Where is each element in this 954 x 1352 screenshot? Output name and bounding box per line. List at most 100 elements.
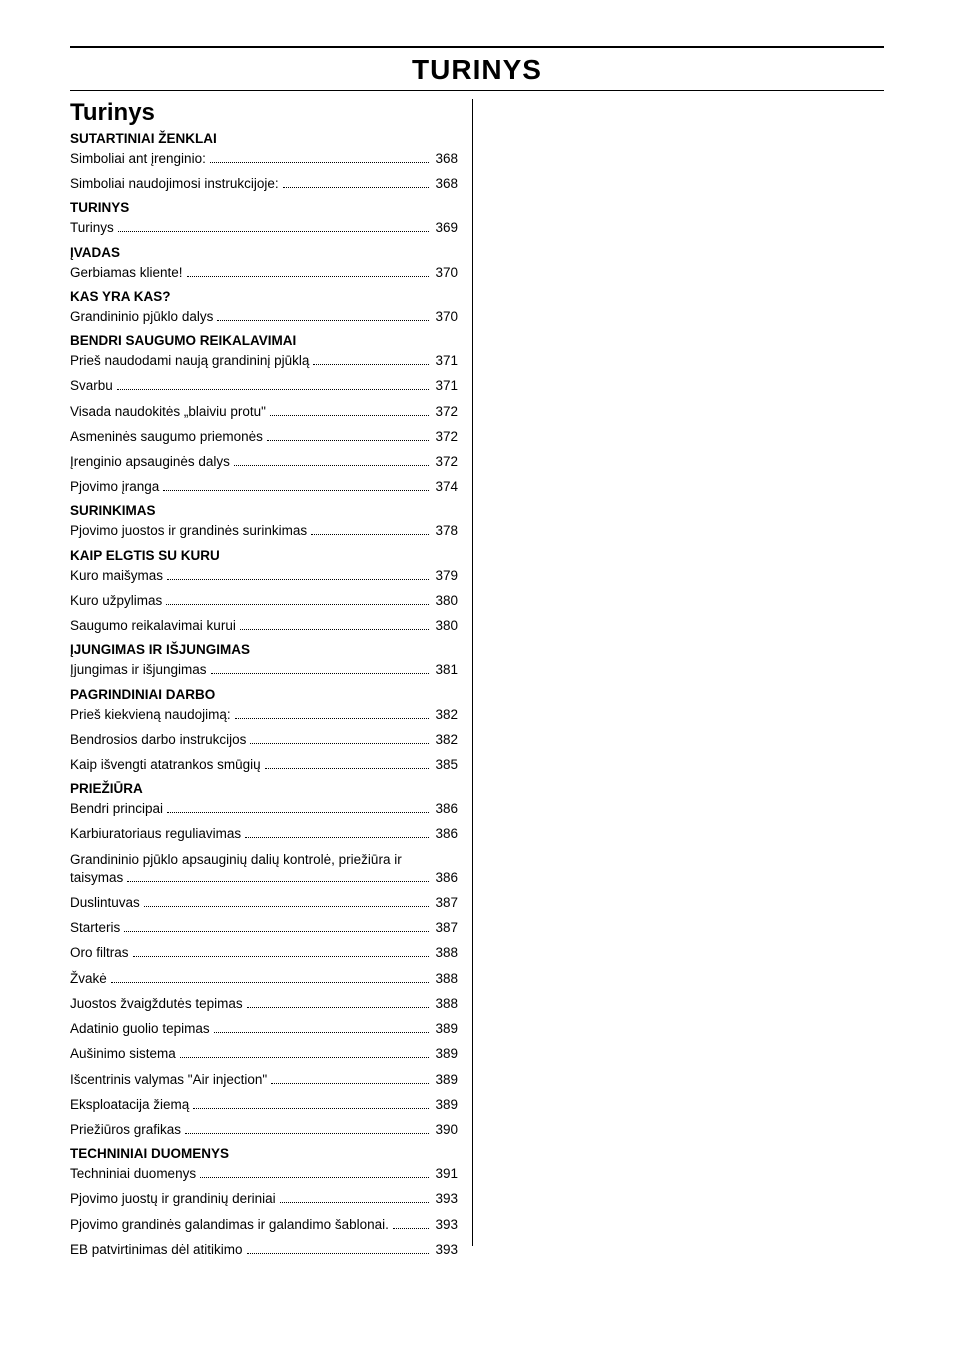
title-underline [70, 90, 884, 91]
toc-label: Pjovimo juostų ir grandinių deriniai [70, 1190, 276, 1208]
main-title: TURINYS [70, 48, 884, 90]
toc-page: 389 [433, 1045, 458, 1063]
toc-row: Pjovimo juostos ir grandinės surinkimas 3… [70, 522, 458, 540]
toc-row: Priežiūros grafikas 390 [70, 1121, 458, 1139]
toc-label: Simboliai ant įrenginio: [70, 150, 206, 168]
toc-row: Gerbiamas kliente!370 [70, 264, 458, 282]
toc-label: Bendrosios darbo instrukcijos [70, 731, 246, 749]
toc-label: Kuro užpylimas [70, 592, 162, 610]
toc-label: Įrenginio apsauginės dalys [70, 453, 230, 471]
toc-label: Oro filtras [70, 944, 129, 962]
toc-container: SUTARTINIAI ŽENKLAI Simboliai ant įrengin… [70, 131, 458, 1259]
toc-row: Pjovimo grandinės galandimas ir galandim… [70, 1216, 458, 1234]
toc-page: 393 [433, 1190, 458, 1208]
toc-row: Įrenginio apsauginės dalys372 [70, 453, 458, 471]
toc-label: Saugumo reikalavimai kurui [70, 617, 236, 635]
toc-label: Starteris [70, 919, 120, 937]
toc-label: Aušinimo sistema [70, 1045, 176, 1063]
toc-page: 393 [433, 1241, 458, 1259]
section-heading: TURINYS [70, 200, 458, 215]
toc-label: Kaip išvengti atatrankos smūgių [70, 756, 261, 774]
toc-label: Simboliai naudojimosi instrukcijoje: [70, 175, 279, 193]
toc-row: Kaip išvengti atatrankos smūgių 385 [70, 756, 458, 774]
toc-row: Techniniai duomenys 391 [70, 1165, 458, 1183]
toc-page: 382 [433, 731, 458, 749]
toc-dots [267, 440, 430, 441]
toc-page: 386 [433, 869, 458, 887]
toc-page: 387 [433, 894, 458, 912]
toc-dots [311, 534, 429, 535]
toc-page: 374 [433, 478, 458, 496]
toc-dots [313, 364, 429, 365]
toc-row: Prieš kiekvieną naudojimą:382 [70, 706, 458, 724]
toc-label: taisymas [70, 869, 123, 887]
toc-label: Pjovimo juostos ir grandinės surinkimas [70, 522, 307, 540]
toc-dots [247, 1007, 430, 1008]
toc-dots [144, 906, 430, 907]
toc-label: Prieš kiekvieną naudojimą: [70, 706, 231, 724]
toc-label: Kuro maišymas [70, 567, 163, 585]
toc-row: Aušinimo sistema 389 [70, 1045, 458, 1063]
toc-label: Karbiuratoriaus reguliavimas [70, 825, 241, 843]
section-heading: PRIEŽIŪRA [70, 781, 458, 796]
toc-page: 379 [433, 567, 458, 585]
toc-row: Asmeninės saugumo priemonės372 [70, 428, 458, 446]
toc-label: Žvakė [70, 970, 107, 988]
toc-dots [393, 1228, 430, 1229]
toc-page: 381 [433, 661, 458, 679]
toc-label: Techniniai duomenys [70, 1165, 196, 1183]
toc-label: Prieš naudodami naują grandininį pjūklą [70, 352, 309, 370]
section-heading: SUTARTINIAI ŽENKLAI [70, 131, 458, 146]
toc-page: 372 [433, 403, 458, 421]
toc-row: taisymas 386 [70, 869, 458, 887]
toc-row: Išcentrinis valymas "Air injection"389 [70, 1071, 458, 1089]
toc-row: Oro filtras 388 [70, 944, 458, 962]
toc-dots [271, 1083, 429, 1084]
toc-row: Kuro užpylimas380 [70, 592, 458, 610]
toc-dots [270, 415, 430, 416]
toc-dots [265, 768, 430, 769]
toc-dots [245, 837, 429, 838]
toc-dots [127, 881, 429, 882]
section-heading: KAS YRA KAS? [70, 289, 458, 304]
toc-page: 390 [433, 1121, 458, 1139]
toc-row: Kuro maišymas 379 [70, 567, 458, 585]
toc-label: Turinys [70, 219, 114, 237]
toc-label: Duslintuvas [70, 894, 140, 912]
toc-label: Priežiūros grafikas [70, 1121, 181, 1139]
section-heading: SURINKIMAS [70, 503, 458, 518]
toc-dots [214, 1032, 430, 1033]
toc-dots [124, 931, 429, 932]
toc-dots [133, 956, 430, 957]
toc-page: 386 [433, 825, 458, 843]
toc-dots [193, 1108, 429, 1109]
toc-dots [283, 187, 430, 188]
toc-row: Simboliai ant įrenginio: 368 [70, 150, 458, 168]
toc-dots [234, 465, 430, 466]
toc-page: 370 [433, 308, 458, 326]
toc-label: Pjovimo grandinės galandimas ir galandim… [70, 1216, 389, 1234]
toc-row: Saugumo reikalavimai kurui380 [70, 617, 458, 635]
left-column: Turinys SUTARTINIAI ŽENKLAI Simboliai ant… [70, 99, 472, 1266]
toc-page: 368 [433, 150, 458, 168]
toc-label: Pjovimo įranga [70, 478, 159, 496]
toc-row: Įjungimas ir išjungimas 381 [70, 661, 458, 679]
toc-page: 369 [433, 219, 458, 237]
toc-page: 391 [433, 1165, 458, 1183]
toc-dots [235, 718, 430, 719]
toc-row: Žvakė388 [70, 970, 458, 988]
toc-label: Visada naudokitės „blaiviu protu" [70, 403, 266, 421]
toc-dots [167, 812, 429, 813]
toc-page: 378 [433, 522, 458, 540]
toc-page: 388 [433, 944, 458, 962]
toc-dots [250, 743, 429, 744]
toc-page: 385 [433, 756, 458, 774]
toc-dots [280, 1202, 430, 1203]
toc-dots [163, 490, 429, 491]
toc-dots [211, 673, 430, 674]
toc-row: Eksploatacija žiemą389 [70, 1096, 458, 1114]
toc-page: 388 [433, 995, 458, 1013]
toc-label: Įjungimas ir išjungimas [70, 661, 207, 679]
toc-page: 368 [433, 175, 458, 193]
toc-dots [185, 1133, 429, 1134]
